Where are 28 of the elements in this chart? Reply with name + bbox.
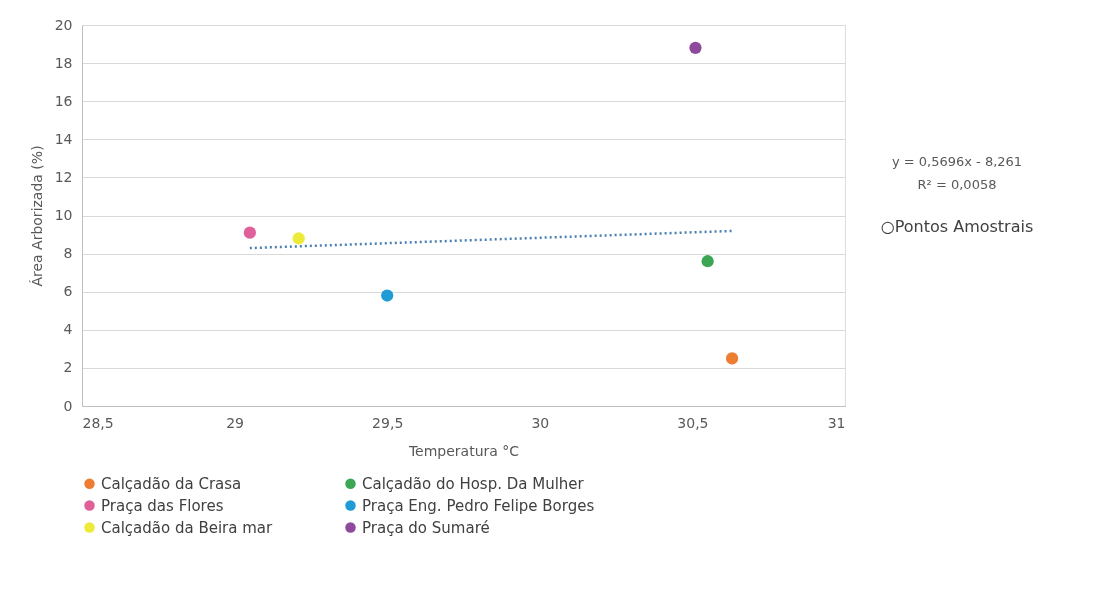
legend-label: Calçadão da Crasa <box>101 474 242 493</box>
y-tick-label: 12 <box>54 168 73 185</box>
x-tick-label: 28,5 <box>82 414 114 431</box>
text: R² = 0,0058 <box>917 177 997 193</box>
legend-label: Calçadão do Hosp. Da Mulher <box>362 474 585 493</box>
y-tick-label: 4 <box>63 321 73 338</box>
y-tick-label: 8 <box>63 245 73 262</box>
y-axis-title: Área Arborizada (%) <box>28 145 45 287</box>
x-axis-title: Temperatura °C <box>407 442 520 459</box>
legend-label: Praça das Flores <box>101 496 224 515</box>
y-tick-label: 18 <box>54 54 73 71</box>
x-tick-label: 31 <box>827 414 846 431</box>
x-tick-label: 30 <box>531 414 550 431</box>
text: y = 0,5696x - 8,261 <box>891 154 1023 170</box>
legend-label: Praça Eng. Pedro Felipe Borges <box>362 496 595 515</box>
x-tick-label: 29,5 <box>372 414 404 431</box>
y-tick-label: 10 <box>54 207 73 223</box>
y-tick-label: 16 <box>54 92 73 109</box>
x-tick-label: 30,5 <box>677 414 709 431</box>
y-tick-label: 0 <box>63 397 73 414</box>
x-tick-label: 29 <box>226 414 245 431</box>
legend-label: Calçadão da Beira mar <box>101 518 274 537</box>
text: ○Pontos Amostrais <box>880 216 1034 236</box>
y-tick-label: 20 <box>54 16 73 33</box>
y-tick-label: 14 <box>54 130 73 147</box>
y-tick-label: 2 <box>63 359 73 376</box>
y-tick-label: 6 <box>63 283 73 300</box>
legend-label: Praça do Sumaré <box>362 518 490 537</box>
